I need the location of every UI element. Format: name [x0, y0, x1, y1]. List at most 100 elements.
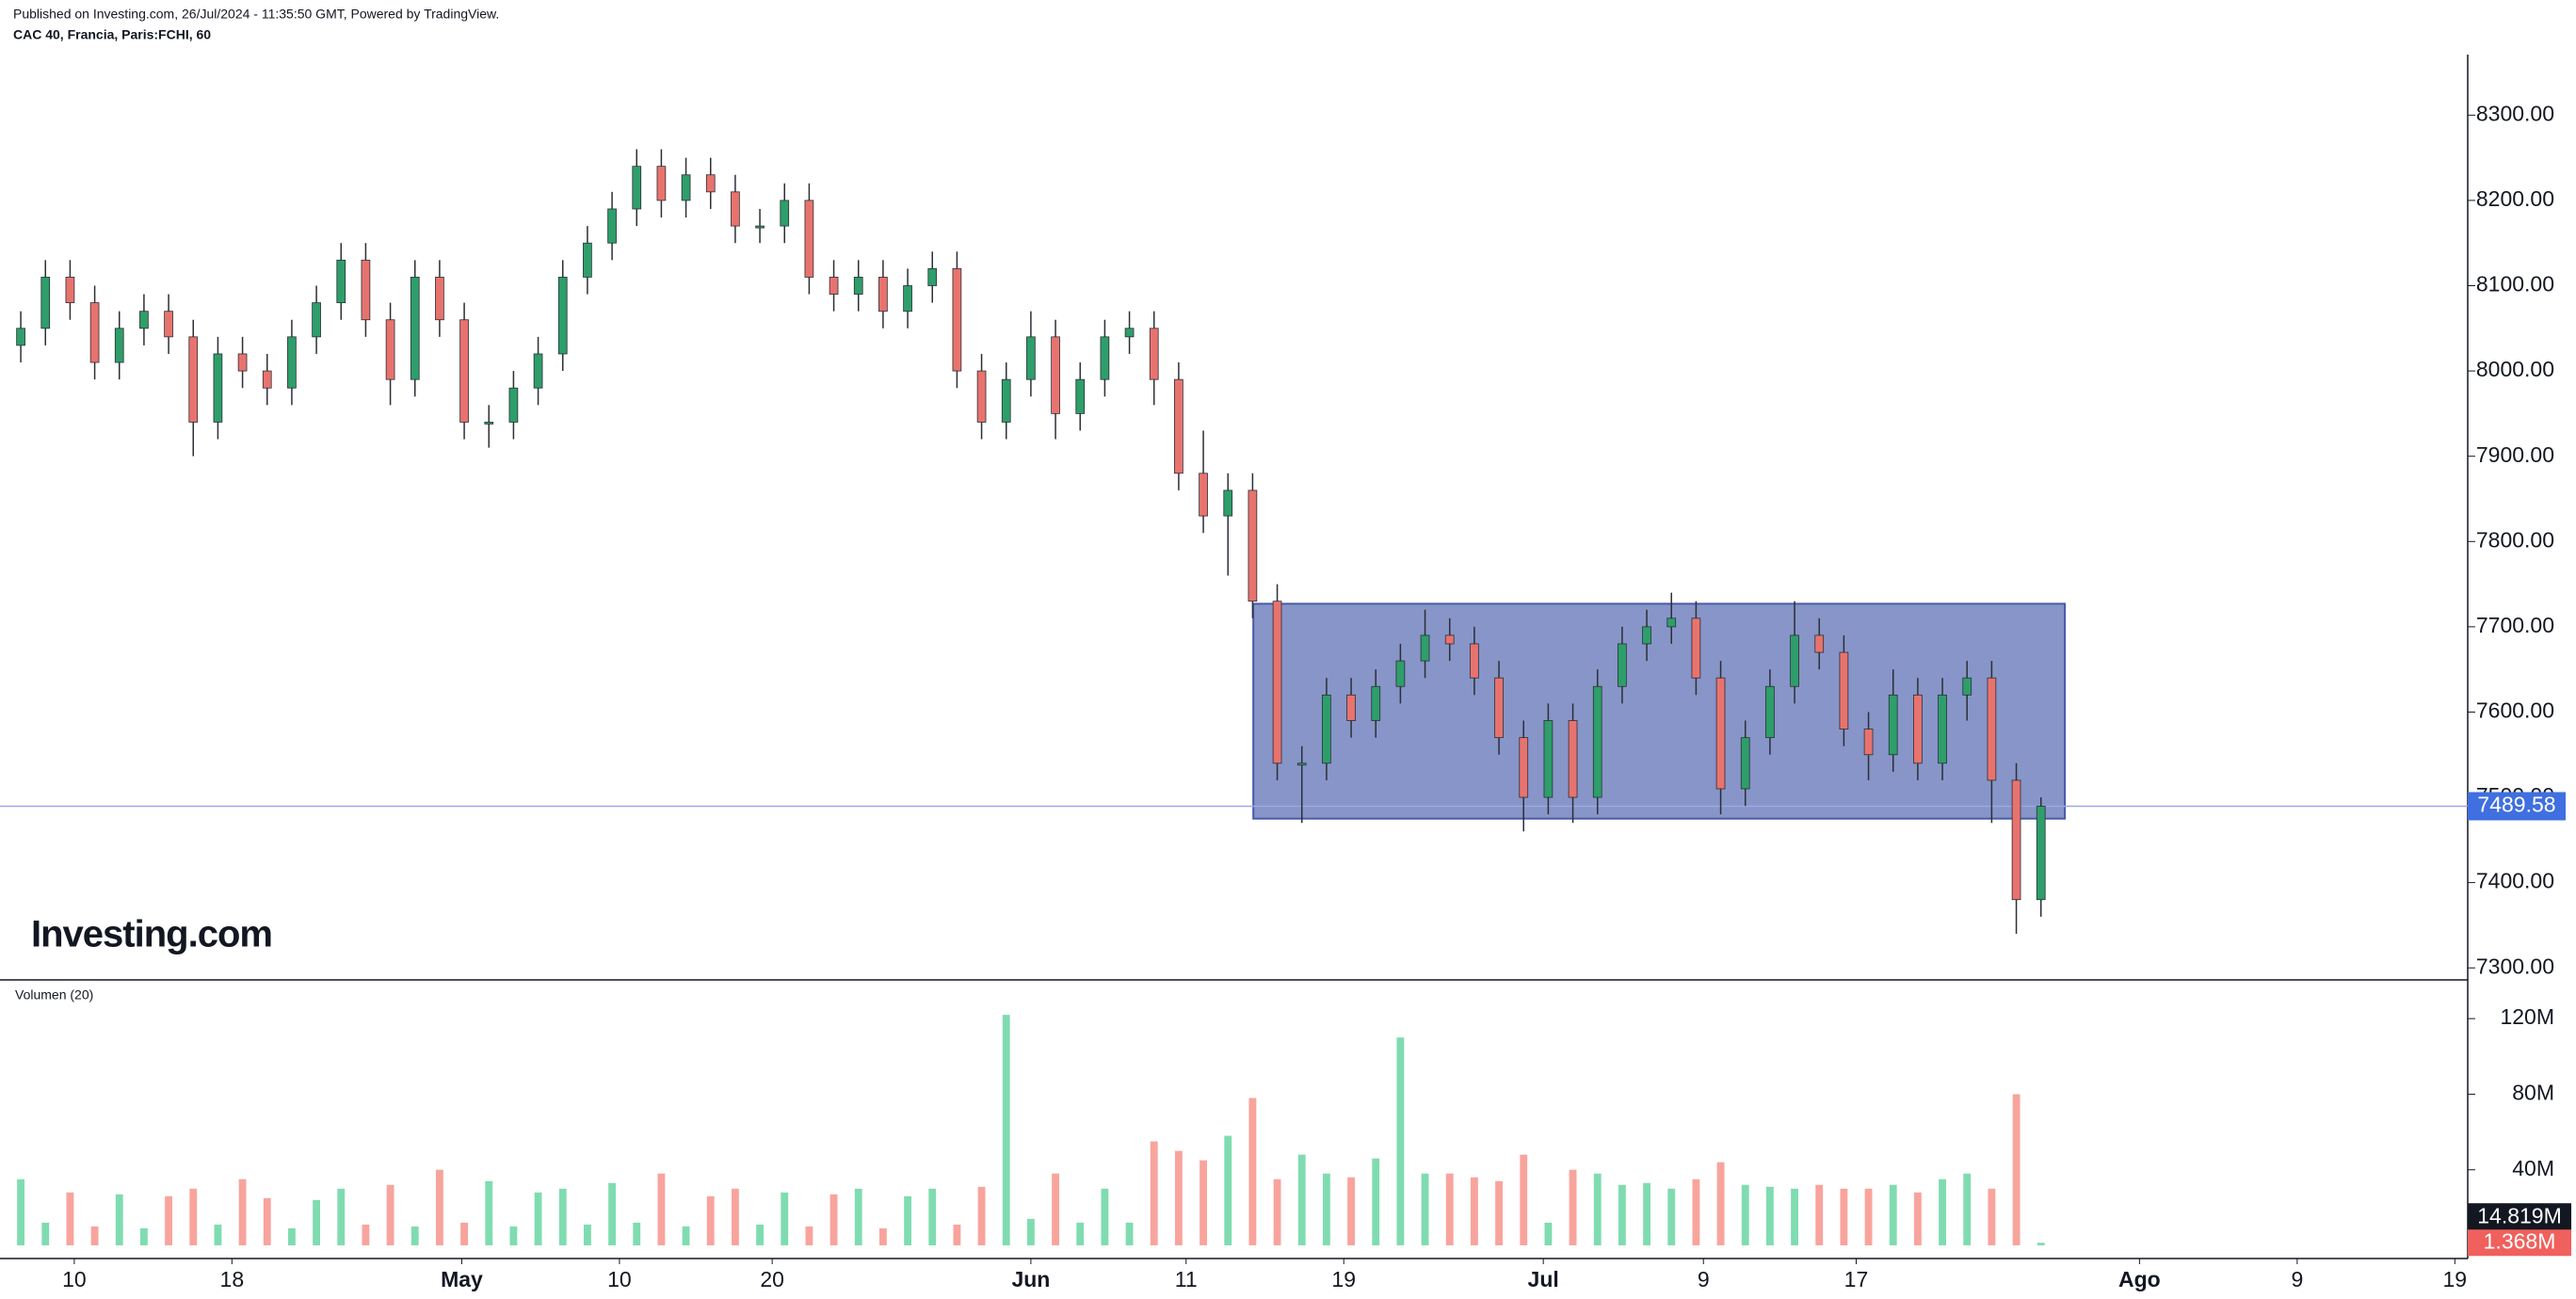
volume-bar — [1495, 1180, 1503, 1245]
candle-body — [1100, 336, 1110, 380]
volume-bar — [977, 1186, 986, 1245]
candle-body — [89, 302, 100, 363]
candle-body — [1001, 378, 1011, 423]
candle-body — [557, 277, 568, 355]
candle-body — [656, 166, 667, 201]
volume-bar — [1199, 1160, 1207, 1245]
candle-body — [1494, 677, 1504, 739]
candle-body — [459, 319, 469, 423]
candle-body — [361, 259, 371, 321]
candle-body — [1051, 336, 1060, 414]
x-tick-label: May — [441, 1267, 483, 1291]
x-tick-label: 19 — [2443, 1267, 2468, 1291]
candle-body — [1272, 601, 1282, 764]
candle-body — [976, 370, 987, 423]
volume-bar — [904, 1195, 911, 1245]
candle-body — [1149, 328, 1159, 380]
candle-body — [1839, 651, 1849, 730]
x-tick-label: Ago — [2118, 1267, 2161, 1291]
volume-bar — [731, 1188, 739, 1245]
volume-bar — [1939, 1179, 1946, 1245]
y-tick-label: 7300.00 — [2476, 954, 2554, 978]
volume-bar — [2037, 1243, 2045, 1245]
y-tick-label: 7900.00 — [2476, 442, 2554, 467]
candle-body — [385, 319, 395, 380]
candle-body — [804, 200, 814, 278]
y-tick-label: 8100.00 — [2476, 272, 2554, 297]
volume-bar — [1963, 1173, 1972, 1245]
x-tick-label: 19 — [1331, 1267, 1356, 1291]
volume-bar — [1692, 1179, 1700, 1245]
volume-bar — [1101, 1188, 1109, 1245]
volume-tick-label: 40M — [2512, 1156, 2554, 1180]
candle-body — [1691, 617, 1701, 679]
x-tick-label: 11 — [1175, 1267, 1198, 1291]
volume-bar — [485, 1180, 493, 1245]
candle-body — [1987, 677, 1997, 781]
volume-bar — [657, 1173, 666, 1245]
candle-body — [1470, 643, 1479, 679]
volume-last-label: 1.368M — [2484, 1228, 2556, 1253]
volume-bar — [41, 1222, 50, 1245]
volume-bar — [583, 1224, 591, 1245]
volume-bar — [1372, 1158, 1380, 1245]
volume-bar — [1741, 1184, 1749, 1245]
volume-bar — [1913, 1192, 1922, 1245]
candle-body — [1913, 694, 1923, 764]
volume-bar — [1248, 1098, 1257, 1245]
volume-bar — [165, 1195, 173, 1245]
volume-tick-label: 80M — [2512, 1081, 2554, 1105]
candle-body — [139, 311, 149, 329]
candle-body — [1395, 660, 1406, 687]
candle-body — [287, 336, 297, 389]
candle-body — [1322, 694, 1331, 764]
candle-body — [65, 277, 75, 304]
volume-bar — [1988, 1188, 1996, 1245]
volume-bar — [238, 1179, 247, 1245]
logo: Investing.com — [31, 914, 272, 955]
volume-bar — [17, 1179, 25, 1245]
volume-bar — [263, 1197, 271, 1245]
candle-body — [1174, 378, 1183, 474]
last-price-box — [2468, 792, 2566, 821]
volume-tick-label: 120M — [2500, 1004, 2554, 1029]
candle-body — [164, 311, 173, 338]
volume-bar — [829, 1194, 838, 1245]
volume-bar — [1716, 1162, 1725, 1245]
candle-body — [607, 208, 617, 244]
candle-body — [1026, 336, 1036, 380]
candle-body — [188, 336, 199, 423]
candle-body — [1075, 378, 1086, 414]
volume-bar — [1297, 1154, 1306, 1245]
candle-body — [312, 302, 321, 338]
volume-bar — [435, 1169, 443, 1245]
candle-body — [731, 191, 740, 227]
x-tick-label: 10 — [607, 1267, 632, 1291]
volume-bar — [1026, 1218, 1035, 1245]
volume-bar — [1076, 1222, 1085, 1245]
candle-body — [484, 422, 494, 425]
candle-body — [2011, 779, 2021, 901]
candle-body — [237, 353, 248, 372]
volume-bar — [1002, 1015, 1010, 1245]
y-tick-label: 8300.00 — [2476, 101, 2554, 125]
candle-body — [1124, 328, 1135, 338]
volume-bar — [509, 1226, 518, 1245]
volume-bar — [1815, 1184, 1824, 1245]
candle-body — [508, 387, 519, 423]
volume-bar — [1643, 1182, 1650, 1245]
volume-bar — [1470, 1177, 1478, 1245]
volume-bar — [1889, 1184, 1897, 1245]
candle-body — [213, 353, 223, 423]
volume-bar — [854, 1188, 862, 1245]
candle-body — [1618, 643, 1627, 687]
candle-body — [114, 328, 124, 363]
y-tick-label: 7700.00 — [2476, 613, 2554, 637]
volume-bar — [90, 1226, 99, 1245]
candle-body — [705, 174, 716, 193]
volume-bar — [411, 1226, 419, 1245]
candle-body — [1296, 762, 1307, 766]
volume-bar — [1174, 1150, 1183, 1245]
volume-bar — [189, 1188, 198, 1245]
candle-body — [2036, 806, 2046, 901]
